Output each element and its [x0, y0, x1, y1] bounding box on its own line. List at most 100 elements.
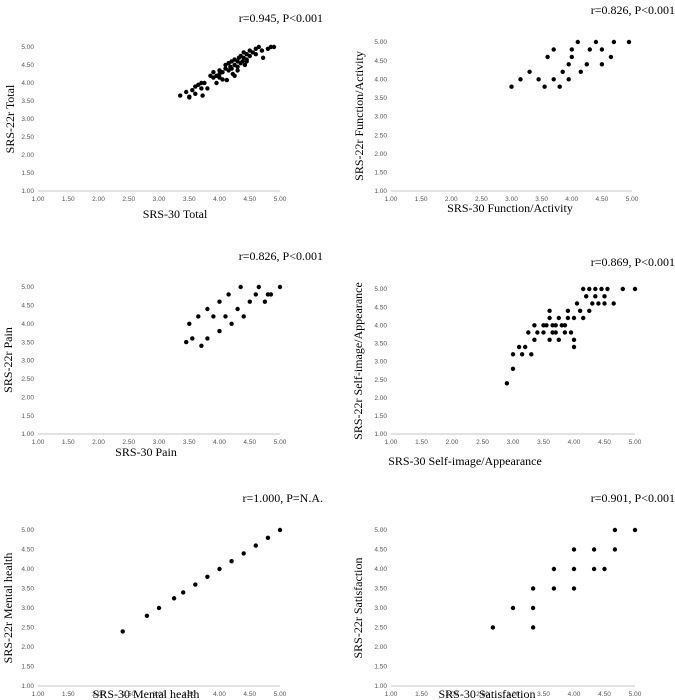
y-tick-label: 3.50	[21, 339, 34, 346]
correlation-annotation: r=0.826, P<0.001	[239, 249, 323, 263]
data-point	[240, 59, 245, 64]
x-tick-label: 4.00	[568, 439, 581, 446]
y-tick-label: 1.50	[374, 413, 387, 420]
data-point	[587, 47, 592, 52]
data-point	[205, 86, 210, 91]
data-point	[504, 381, 510, 386]
data-point	[205, 306, 210, 312]
y-tick-label: 4.00	[374, 322, 387, 329]
data-point	[268, 44, 274, 50]
data-point	[241, 314, 246, 319]
y-tick-label: 4.00	[21, 80, 34, 87]
data-point	[217, 566, 222, 572]
data-point	[581, 286, 586, 292]
y-tick-label: 2.00	[374, 151, 387, 158]
x-tick-label: 4.50	[598, 691, 611, 698]
correlation-annotation: r=1.000, P=N.A.	[242, 491, 323, 505]
y-tick-label: 2.00	[374, 644, 387, 651]
data-point	[529, 352, 534, 357]
data-point	[205, 336, 210, 341]
y-tick-label: 3.00	[374, 114, 387, 121]
x-tick-label: 1.50	[62, 691, 75, 698]
data-point	[516, 344, 522, 350]
y-tick-label: 2.00	[374, 395, 387, 402]
x-axis-title: SRS-30 Total	[143, 207, 208, 221]
x-axis-title: SRS-30 Function/Activity	[447, 201, 573, 215]
data-point	[277, 527, 283, 533]
data-point	[551, 566, 557, 572]
scatter-panel-6: 1.00 1.50 2.00 2.50 3.00 3.50 4.00 4.50 5.00 1.00…	[351, 491, 675, 700]
x-tick-label: 3.50	[183, 196, 196, 203]
data-point	[593, 294, 598, 299]
data-point	[217, 299, 222, 304]
data-point	[527, 69, 532, 75]
data-point	[602, 301, 607, 306]
x-tick-label: 5.00	[629, 439, 642, 446]
y-tick-label: 2.50	[374, 377, 387, 384]
data-point	[271, 44, 277, 50]
data-point	[265, 535, 271, 540]
x-tick-label: 3.00	[507, 691, 520, 698]
data-point	[217, 68, 222, 73]
x-tick-label: 2.00	[446, 439, 459, 446]
y-tick-label: 5.00	[21, 284, 34, 291]
data-point	[557, 84, 562, 89]
x-tick-label: 5.00	[274, 439, 287, 446]
y-tick-label: 2.00	[21, 394, 34, 401]
data-point	[591, 566, 597, 572]
x-tick-label: 4.50	[243, 439, 256, 446]
x-tick-label: 3.00	[153, 691, 166, 698]
data-point	[241, 551, 246, 556]
data-point	[253, 292, 258, 297]
data-point	[584, 294, 589, 299]
x-tick-label: 5.00	[274, 691, 287, 698]
correlation-annotation: r=0.826, P<0.001	[591, 3, 675, 17]
x-tick-label: 1.00	[385, 196, 398, 203]
y-tick-label: 2.50	[374, 625, 387, 632]
y-tick-label: 1.00	[374, 683, 387, 690]
data-point	[542, 84, 547, 89]
data-point	[220, 77, 225, 82]
data-point	[550, 330, 555, 335]
data-point	[184, 89, 189, 95]
x-tick-label: 5.00	[274, 196, 287, 203]
data-point	[571, 566, 577, 572]
x-tick-label: 3.50	[183, 439, 196, 446]
data-point	[568, 330, 574, 335]
y-tick-label: 4.50	[374, 58, 387, 65]
data-point	[550, 323, 555, 328]
x-tick-label: 2.50	[122, 439, 135, 446]
data-point	[602, 294, 607, 299]
data-point	[556, 337, 561, 342]
data-point	[523, 344, 528, 350]
data-point	[632, 286, 638, 292]
data-point	[569, 54, 574, 60]
data-point	[551, 77, 556, 82]
data-point	[259, 48, 265, 53]
y-tick-label: 2.50	[21, 625, 34, 632]
data-point	[262, 299, 268, 304]
data-point	[260, 55, 266, 60]
x-tick-label: 4.50	[596, 196, 609, 203]
x-tick-label: 4.50	[243, 691, 256, 698]
data-point	[602, 566, 607, 572]
x-tick-label: 2.00	[92, 196, 105, 203]
data-point	[596, 301, 601, 306]
x-tick-label: 2.50	[475, 196, 488, 203]
data-point	[211, 314, 216, 319]
data-point	[545, 54, 550, 60]
x-tick-label: 2.50	[122, 196, 135, 203]
data-point	[509, 84, 514, 89]
data-point	[571, 337, 577, 342]
x-tick-label: 1.00	[32, 196, 45, 203]
x-tick-label: 4.00	[213, 439, 226, 446]
y-tick-label: 5.00	[21, 527, 34, 534]
data-point	[217, 328, 222, 334]
scatter-panel-4: 1.00 1.50 2.00 2.50 3.00 3.50 4.00 4.50 5.00 1.00…	[351, 255, 675, 468]
data-point	[577, 308, 583, 313]
y-tick-label: 1.00	[21, 431, 34, 438]
data-point	[551, 47, 556, 52]
x-tick-label: 1.00	[32, 439, 45, 446]
data-point	[593, 286, 598, 292]
